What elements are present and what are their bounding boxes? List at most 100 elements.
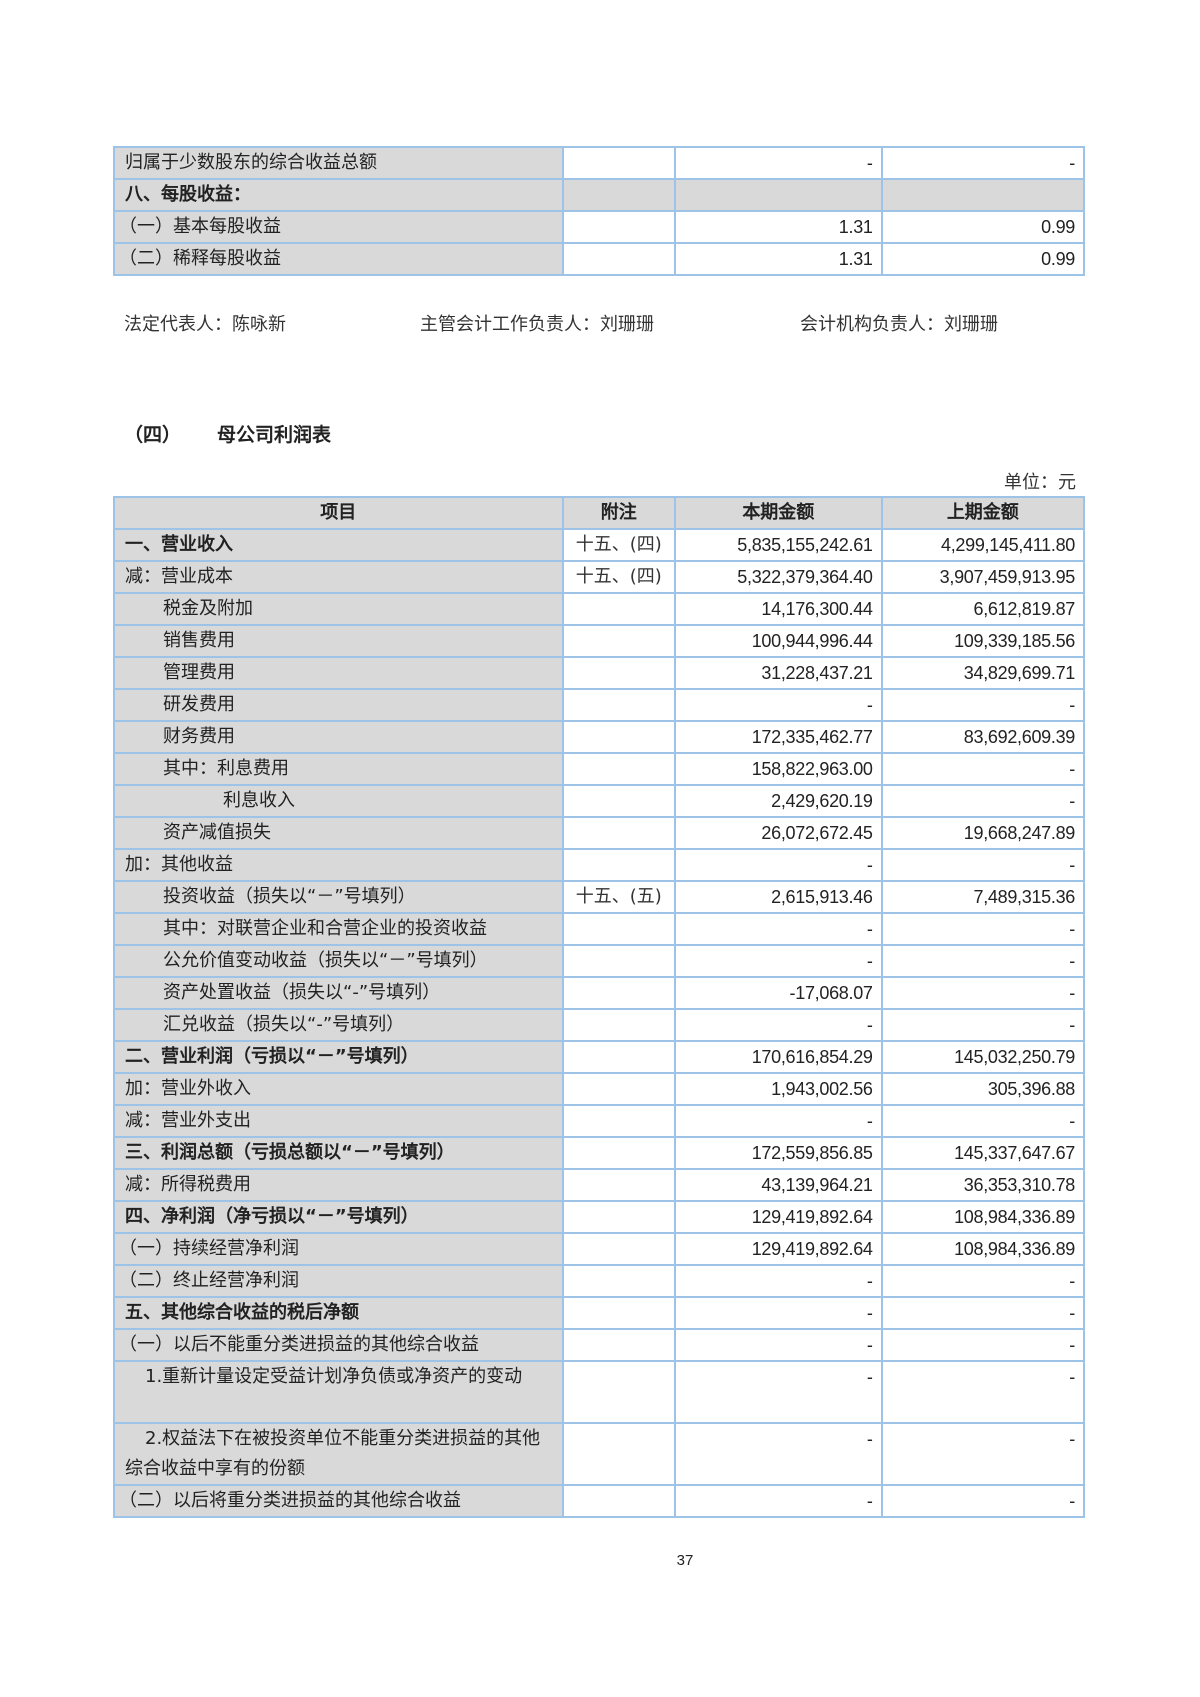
legal-representative: 法定代表人：陈咏新	[124, 314, 286, 335]
row-prior-amount: 83,692,609.39	[880, 720, 1086, 754]
table-row: 财务费用 172,335,462.77 83,692,609.39	[113, 720, 1086, 754]
row-current-amount: 129,419,892.64	[674, 1232, 883, 1266]
table-row: （二）稀释每股收益 1.31 0.99	[113, 242, 1086, 276]
row-prior-amount: -	[880, 944, 1086, 978]
row-note	[561, 976, 677, 1010]
table-row: 资产减值损失 26,072,672.45 19,668,247.89	[113, 816, 1086, 850]
row-current-amount: 31,228,437.21	[674, 656, 883, 690]
row-item: 一、营业收入	[113, 528, 564, 562]
row-note	[561, 720, 677, 754]
row-note: 十五、(四)	[561, 560, 677, 594]
table-row: 公允价值变动收益（损失以“－”号填列） - -	[113, 944, 1086, 978]
row-note	[561, 656, 677, 690]
row-note	[561, 752, 677, 786]
row-current-amount: 129,419,892.64	[674, 1200, 883, 1234]
section-title: （四） 母公司利润表	[124, 420, 367, 447]
row-note	[561, 1422, 677, 1486]
table-row: 减：营业外支出 - -	[113, 1104, 1086, 1138]
row-item: 1.重新计量设定受益计划净负债或净资产的变动	[113, 1360, 564, 1424]
row-item: 八、每股收益：	[113, 178, 564, 212]
row-item: 其中：对联营企业和合营企业的投资收益	[113, 912, 564, 946]
row-item: （二）以后将重分类进损益的其他综合收益	[113, 1484, 564, 1518]
header-item: 项目	[113, 496, 564, 530]
row-prior-amount: 4,299,145,411.80	[880, 528, 1086, 562]
table-row: 减：所得税费用 43,139,964.21 36,353,310.78	[113, 1168, 1086, 1202]
row-current-amount: 172,559,856.85	[674, 1136, 883, 1170]
row-prior-amount: 145,032,250.79	[880, 1040, 1086, 1074]
row-note	[561, 146, 677, 180]
table-row: 二、营业利润（亏损以“－”号填列） 170,616,854.29 145,032,2…	[113, 1040, 1086, 1074]
row-current-amount: -	[674, 912, 883, 946]
row-item: 2.权益法下在被投资单位不能重分类进损益的其他综合收益中享有的份额	[113, 1422, 564, 1486]
table-row: （二）以后将重分类进损益的其他综合收益 - -	[113, 1484, 1086, 1518]
row-current-amount: 5,835,155,242.61	[674, 528, 883, 562]
table-row: 2.权益法下在被投资单位不能重分类进损益的其他综合收益中享有的份额 - -	[113, 1422, 1086, 1486]
row-current-amount: -	[674, 1008, 883, 1042]
row-note	[561, 944, 677, 978]
row-current-amount: 2,429,620.19	[674, 784, 883, 818]
row-current-amount: -	[674, 1296, 883, 1330]
row-current-amount: -	[674, 146, 883, 180]
table-row: 八、每股收益：	[113, 178, 1086, 212]
row-item: 三、利润总额（亏损总额以“－”号填列）	[113, 1136, 564, 1170]
row-item: 资产处置收益（损失以“-”号填列）	[113, 976, 564, 1010]
header-current: 本期金额	[674, 496, 883, 530]
row-prior-amount: 34,829,699.71	[880, 656, 1086, 690]
row-item: （二）终止经营净利润	[113, 1264, 564, 1298]
row-prior-amount: 6,612,819.87	[880, 592, 1086, 626]
table-row: 1.重新计量设定受益计划净负债或净资产的变动 - -	[113, 1360, 1086, 1424]
table-row: 减：营业成本 十五、(四) 5,322,379,364.40 3,907,459,91…	[113, 560, 1086, 594]
row-item: 其中：利息费用	[113, 752, 564, 786]
row-current-amount: -	[674, 1104, 883, 1138]
row-prior-amount: 36,353,310.78	[880, 1168, 1086, 1202]
row-prior-amount: -	[880, 1104, 1086, 1138]
table-row: 研发费用 - -	[113, 688, 1086, 722]
row-item: 汇兑收益（损失以“-”号填列）	[113, 1008, 564, 1042]
header-note: 附注	[561, 496, 677, 530]
table-row: （一）以后不能重分类进损益的其他综合收益 - -	[113, 1328, 1086, 1362]
table-row: 归属于少数股东的综合收益总额 - -	[113, 146, 1086, 180]
row-note	[561, 1040, 677, 1074]
row-note	[561, 1296, 677, 1330]
table-row: 销售费用 100,944,996.44 109,339,185.56	[113, 624, 1086, 658]
row-note	[561, 816, 677, 850]
row-item: 利息收入	[113, 784, 564, 818]
row-current-amount: 1.31	[674, 210, 883, 244]
row-current-amount: 1.31	[674, 242, 883, 276]
row-current-amount: -	[674, 1360, 883, 1424]
section-name: 母公司利润表	[217, 424, 332, 446]
row-note	[561, 912, 677, 946]
row-current-amount: 170,616,854.29	[674, 1040, 883, 1074]
row-prior-amount: -	[880, 1328, 1086, 1362]
row-item: 减：营业外支出	[113, 1104, 564, 1138]
accounting-head: 主管会计工作负责人：刘珊珊	[420, 314, 654, 335]
row-current-amount: 14,176,300.44	[674, 592, 883, 626]
row-prior-amount: -	[880, 1422, 1086, 1486]
row-current-amount: 158,822,963.00	[674, 752, 883, 786]
row-current-amount: -	[674, 1264, 883, 1298]
table-row: 五、其他综合收益的税后净额 - -	[113, 1296, 1086, 1330]
row-prior-amount: -	[880, 1484, 1086, 1518]
row-item: 公允价值变动收益（损失以“－”号填列）	[113, 944, 564, 978]
row-item: 减：所得税费用	[113, 1168, 564, 1202]
row-prior-amount: 109,339,185.56	[880, 624, 1086, 658]
parent-income-statement-table: 项目 附注 本期金额 上期金额 一、营业收入 十五、(四) 5,835,155,24…	[113, 496, 1086, 1518]
row-item: 税金及附加	[113, 592, 564, 626]
row-note	[561, 1328, 677, 1362]
row-prior-amount: -	[880, 146, 1086, 180]
unit-label: 单位：元	[1004, 472, 1076, 493]
row-prior-amount: -	[880, 688, 1086, 722]
row-prior-amount: -	[880, 976, 1086, 1010]
row-item: 资产减值损失	[113, 816, 564, 850]
row-current-amount: -	[674, 1328, 883, 1362]
row-note	[561, 242, 677, 276]
row-current-amount: 1,943,002.56	[674, 1072, 883, 1106]
row-prior-amount: 3,907,459,913.95	[880, 560, 1086, 594]
row-item: （二）稀释每股收益	[113, 242, 564, 276]
table-row: 其中：利息费用 158,822,963.00-	[113, 752, 1086, 786]
row-current-amount: -	[674, 1484, 883, 1518]
row-current-amount: 2,615,913.46	[674, 880, 883, 914]
row-prior-amount: 7,489,315.36	[880, 880, 1086, 914]
row-item: 销售费用	[113, 624, 564, 658]
row-current-amount: -	[674, 1422, 883, 1486]
